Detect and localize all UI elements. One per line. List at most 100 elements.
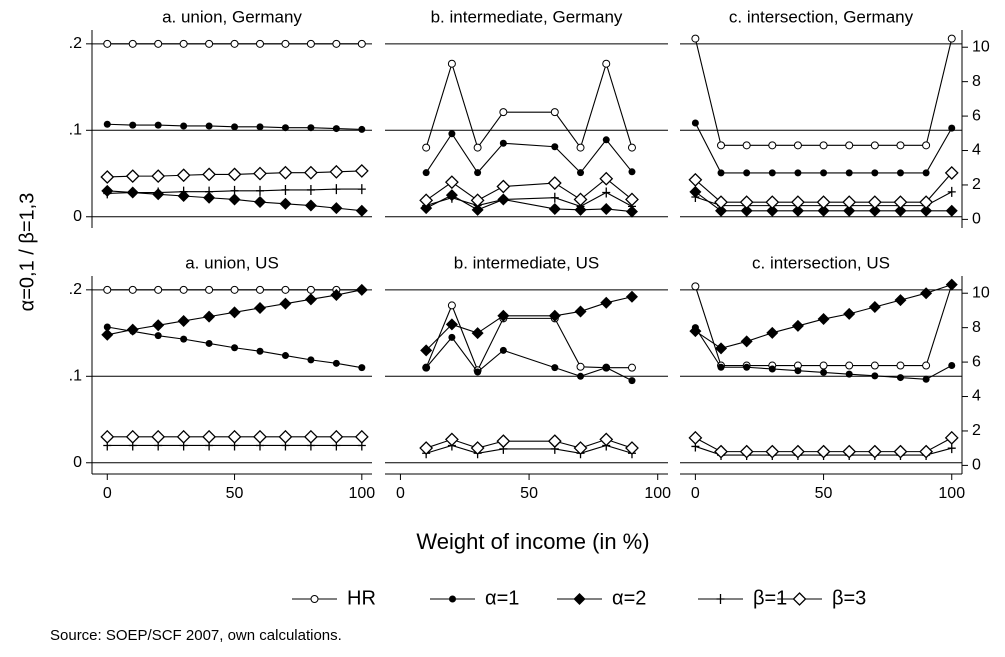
y2-tick-label: 8 [972,319,981,336]
marker [945,278,958,291]
marker [176,168,191,183]
marker [896,374,904,382]
marker [688,172,703,187]
legend-label: α=2 [612,587,646,609]
marker [205,186,214,197]
marker [154,187,163,198]
marker [100,170,115,184]
marker [419,193,434,208]
y2-tick-label: 2 [972,422,981,439]
marker [625,205,638,218]
series-line [425,303,632,372]
legend-marker [449,595,456,603]
marker [791,444,805,459]
marker [203,310,216,323]
marker [358,125,366,133]
marker [253,429,267,444]
x-tick-label: 50 [815,485,833,502]
marker [228,306,241,319]
marker [817,313,830,326]
series-line [694,38,953,146]
marker [922,375,930,383]
y2-tick-label: 10 [972,38,990,55]
x-tick-label: 0 [691,485,700,502]
marker [920,204,933,217]
marker [714,195,728,210]
legend-marker [716,594,725,604]
marker [599,171,614,186]
panel-title: c. intersection, Germany [729,7,914,26]
marker [768,169,776,177]
marker [179,186,188,197]
y-tick-label: .2 [69,281,82,298]
marker [893,195,908,210]
marker [842,195,857,210]
marker [791,204,804,217]
marker [422,143,431,152]
marker [602,364,610,372]
marker [816,444,831,459]
marker [100,429,115,444]
marker [497,309,510,322]
panel-title: a. union, Germany [162,7,302,26]
marker [843,204,856,217]
marker [254,301,266,314]
marker [154,285,163,294]
marker [422,364,430,372]
marker [473,143,482,152]
marker [945,204,958,217]
marker [691,34,700,43]
marker [577,372,585,380]
marker [625,441,639,455]
marker [256,185,264,196]
marker [573,441,588,455]
marker [548,309,561,322]
marker [499,139,507,147]
marker [947,34,956,43]
marker [151,169,166,184]
marker [600,296,613,309]
marker [948,124,956,132]
marker [358,364,366,372]
series-line [425,178,633,201]
marker [625,192,639,207]
marker [547,434,562,449]
y-tick-label: 0 [73,208,82,225]
marker [445,318,458,331]
marker [303,429,318,444]
marker [304,199,317,212]
y-axis-label: α=0,1 / β=1,3 [16,193,38,312]
marker [817,204,830,217]
y2-tick-label: 2 [972,176,981,193]
marker [471,327,484,340]
marker [103,120,111,128]
marker [329,429,344,444]
marker [922,169,930,177]
x-tick-label: 50 [226,485,244,502]
marker [868,204,881,217]
marker [444,432,459,447]
marker [868,300,881,313]
marker [793,141,802,150]
x-tick-label: 100 [938,485,965,502]
marker [332,125,340,133]
marker [627,363,636,372]
marker [499,346,507,354]
marker [717,363,725,371]
marker [742,141,751,150]
marker [254,196,266,209]
marker [870,361,879,370]
marker [768,141,777,150]
marker [128,285,137,294]
y2-tick-label: 0 [972,457,981,474]
marker [896,141,905,150]
marker [205,339,213,347]
marker [820,368,828,376]
marker [176,429,191,444]
marker [922,361,931,370]
marker [227,167,242,182]
marker [278,429,293,444]
marker [845,169,853,177]
series-line [426,191,633,207]
series-line [426,444,633,454]
